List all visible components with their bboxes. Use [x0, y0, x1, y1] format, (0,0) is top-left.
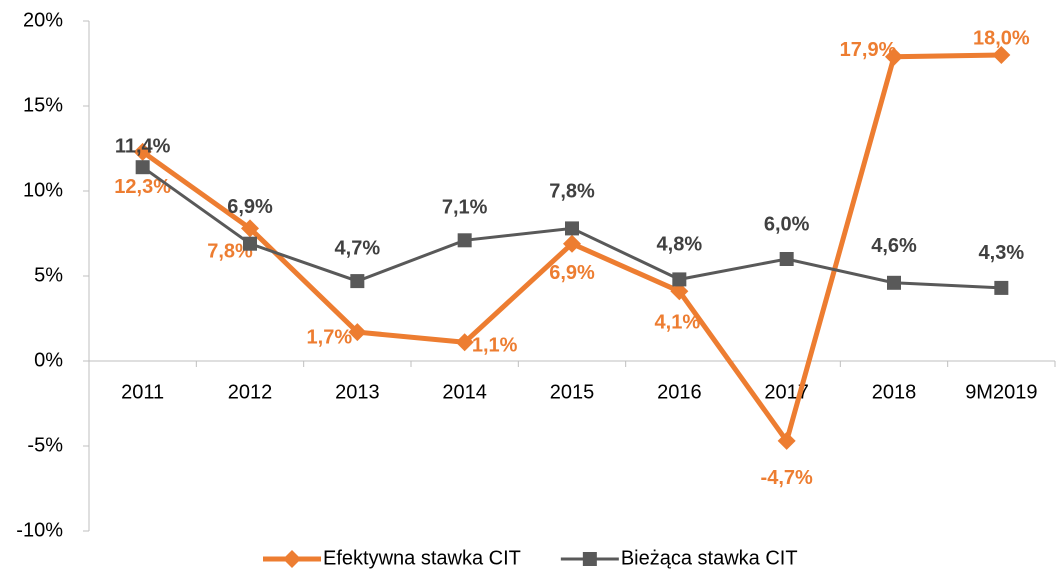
y-tick-label: -10% [16, 519, 63, 541]
data-label: 4,7% [335, 237, 381, 259]
x-tick-label: 2013 [335, 381, 380, 403]
y-tick-label: 10% [23, 179, 63, 201]
marker [777, 431, 796, 450]
marker [670, 282, 689, 301]
y-tick-label: 0% [34, 349, 63, 371]
marker [992, 46, 1011, 64]
data-label: 6,0% [764, 213, 810, 235]
marker [243, 236, 257, 251]
data-label: 1,7% [307, 326, 353, 348]
x-tick-label: 2012 [228, 381, 273, 403]
data-label: 4,8% [657, 234, 703, 256]
x-tick-label: 2018 [872, 381, 917, 403]
data-label: 6,9% [549, 262, 595, 284]
marker [350, 274, 365, 289]
marker [885, 47, 903, 66]
marker [241, 219, 259, 238]
marker [672, 272, 687, 287]
data-label: 7,8% [549, 181, 595, 203]
data-label: -4,7% [761, 467, 813, 489]
marker [563, 234, 581, 253]
marker [455, 333, 474, 352]
y-tick-label: 5% [34, 264, 63, 286]
y-tick-label: 15% [23, 94, 63, 116]
legend-label: Bieżąca stawka CIT [621, 547, 798, 569]
data-label: 4,1% [655, 312, 701, 334]
marker [133, 142, 152, 161]
data-label: 7,1% [442, 197, 488, 219]
data-label: 1,1% [472, 335, 518, 357]
x-tick-label: 2015 [550, 381, 595, 403]
data-label: 17,9% [840, 39, 897, 61]
marker [457, 233, 472, 248]
marker [779, 252, 794, 266]
data-label: 4,3% [979, 242, 1025, 264]
marker [348, 323, 367, 342]
x-tick-label: 2016 [657, 381, 702, 403]
data-label: 18,0% [973, 27, 1030, 49]
data-label: 12,3% [114, 176, 171, 198]
y-tick-label: -5% [27, 434, 63, 456]
x-tick-label: 2011 [121, 381, 164, 403]
data-label: 11,4% [115, 135, 171, 157]
x-tick-label: 2014 [442, 381, 487, 403]
marker [994, 280, 1009, 295]
x-tick-label: 9M2019 [965, 381, 1037, 403]
data-label: 7,8% [207, 241, 253, 263]
legend-marker [582, 552, 597, 566]
marker [887, 275, 901, 290]
marker [565, 221, 579, 236]
legend-label: Efektywna stawka CIT [323, 547, 521, 569]
y-tick-label: 20% [23, 9, 63, 31]
data-label: 6,9% [227, 196, 273, 218]
legend-marker [283, 550, 301, 568]
marker [135, 160, 150, 175]
data-label: 4,6% [871, 235, 917, 257]
